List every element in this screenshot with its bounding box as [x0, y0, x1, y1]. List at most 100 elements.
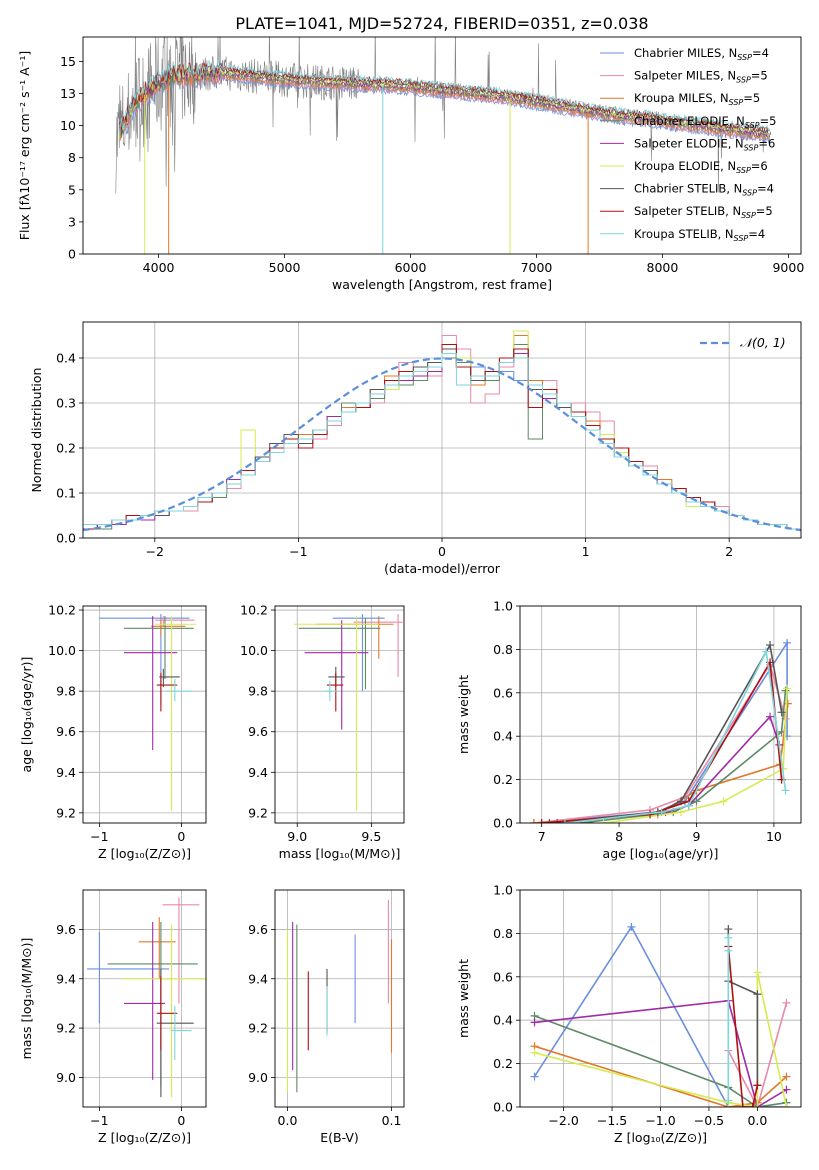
y-tick-label: 9.4: [56, 765, 76, 780]
x-axis-label: age [log₁₀(age/yr)]: [603, 846, 719, 861]
errorbar-point: [138, 917, 176, 979]
mass-weight-marker: [748, 1103, 757, 1107]
mass-weight-line: [549, 642, 783, 823]
y-tick-label: 0.1: [56, 486, 76, 501]
plot-area: [275, 606, 404, 823]
errorbar-point: [124, 616, 194, 680]
mass-weight-marker: [782, 1103, 791, 1107]
x-axis-label: Z [log₁₀(Z/Z⊙)]: [98, 1130, 191, 1145]
chart-age-vs-Z: −1 0 9.2 9.4 9.6 9.8 10.0 10.2 Z [log₁₀(Z/Z⊙)] ag…: [19, 603, 207, 861]
mass-weight-marker: [753, 968, 762, 977]
errorbar-point: [156, 672, 178, 712]
mass-weight-marker: [782, 1072, 791, 1081]
y-tick-label: 5: [68, 182, 76, 197]
mass-weight-marker: [783, 684, 792, 693]
y-tick-label: 0.2: [493, 772, 513, 787]
y-tick-label: 9.4: [248, 971, 268, 986]
y-tick-label: 0.0: [493, 816, 513, 831]
y-tick-label: 9.0: [248, 1070, 268, 1085]
legend-entry: Chabrier STELIB, NSSP=4: [634, 182, 774, 198]
y-tick-label: 0.3: [56, 396, 76, 411]
errorbar-point: [325, 681, 339, 702]
x-tick-label: −1.0: [645, 1113, 675, 1128]
x-axis-label: wavelength [Angstrom, rest frame]: [332, 277, 552, 292]
y-axis-label: mass [log₁₀(M/M⊙)]: [19, 938, 34, 1060]
axes-frame: 7 8 9 10 0.0 0.2 0.4 0.6 0.8 1.0: [493, 599, 802, 844]
plot-area: [275, 890, 404, 1107]
legend-entry: Kroupa MILES, NSSP=5: [634, 91, 760, 107]
mass-weight-marker: [724, 946, 733, 955]
x-tick-label: −2.0: [548, 1113, 578, 1128]
errorbar-point: [162, 897, 200, 1004]
axes-border: [519, 889, 802, 1108]
axes-frame: −1 0 9.2 9.4 9.6 9.8 10.0 10.2: [48, 603, 207, 844]
x-tick-label: 0: [177, 829, 185, 844]
y-axis-label: Flux [fλ10⁻¹⁷ erg cm⁻² s⁻¹ A⁻¹]: [17, 51, 32, 240]
legend-entry: Chabrier ELODIE, NSSP=5: [634, 114, 776, 130]
mass-weight-marker: [724, 925, 733, 934]
plot-area: [115, 37, 772, 254]
y-tick-label: 0.8: [493, 926, 513, 941]
y-tick-label: 3: [68, 214, 76, 229]
y-tick-label: 0.4: [493, 729, 513, 744]
axes-border: [82, 36, 802, 255]
legend-entry: Salpeter ELODIE, NSSP=6: [634, 136, 775, 152]
errorbar-point: [159, 668, 180, 688]
x-tick-label: 9.0: [287, 829, 307, 844]
mass-weight-line: [533, 640, 788, 823]
mass-weight-marker: [738, 1103, 747, 1107]
errorbar-point: [87, 931, 170, 1024]
y-tick-label: 9.4: [56, 971, 76, 986]
x-tick-label: 9.5: [361, 829, 381, 844]
x-axis-label: Z [log₁₀(Z/Z⊙)]: [614, 1130, 707, 1145]
mass-weight-marker: [560, 819, 569, 823]
mass-weight-line: [534, 999, 787, 1107]
y-tick-label: 9.2: [56, 1021, 76, 1036]
errorbar-point: [124, 616, 178, 750]
x-axis-label: (data-model)/error: [384, 561, 501, 576]
y-tick-label: 0.0: [56, 531, 76, 546]
y-tick-label: 15: [60, 54, 76, 69]
x-tick-label: −0.5: [694, 1113, 724, 1128]
mass-weight-line: [727, 1002, 788, 1107]
x-axis-label: mass [log₁₀(M/M⊙)]: [279, 846, 401, 861]
axes-border: [519, 605, 802, 824]
mass-weight-marker: [777, 708, 786, 717]
legend-entry: Salpeter MILES, NSSP=5: [634, 69, 768, 85]
mass-weight-marker: [724, 933, 733, 942]
mass-weight-marker: [599, 819, 608, 823]
axes-frame: 4000 5000 6000 7000 8000 9000 0 3 5 8 10 13 15: [60, 36, 804, 275]
mass-weight-marker: [782, 998, 791, 1007]
x-tick-label: 9: [693, 829, 701, 844]
y-tick-label: 9.2: [56, 805, 76, 820]
normal-reference-curve: [83, 357, 801, 532]
errorbar-point: [156, 976, 178, 1051]
chart-mass-vs-EBV: 0.0 0.1 9.0 9.2 9.4 9.6 E(B-V): [248, 889, 405, 1145]
y-tick-label: 9.8: [248, 684, 268, 699]
x-tick-label: −1: [289, 544, 307, 559]
plot-area: [83, 606, 206, 823]
errorbar-point: [304, 620, 369, 730]
mass-weight-marker: [657, 808, 666, 817]
y-tick-label: 0.6: [493, 685, 513, 700]
spectrum-model-line: [119, 70, 770, 141]
x-tick-label: 1: [582, 544, 590, 559]
plot-area: [520, 890, 801, 1107]
mass-weight-marker: [537, 819, 546, 823]
y-tick-label: 10.2: [240, 603, 268, 618]
y-tick-label: 9.0: [56, 1070, 76, 1085]
mass-weight-marker: [781, 686, 790, 695]
x-tick-label: 6000: [395, 260, 427, 275]
mass-weight-marker: [781, 786, 790, 795]
legend-entry: Kroupa ELODIE, NSSP=6: [634, 159, 768, 175]
chart-mass-weight-vs-Z: −2.0 −1.5 −1.0 −0.5 0.0 0.0 0.2 0.4 0.6 0.8 1.0 Z […: [456, 883, 802, 1145]
mass-weight-marker: [684, 801, 693, 810]
x-tick-label: 8: [615, 829, 623, 844]
y-tick-label: 0.8: [493, 642, 513, 657]
x-tick-label: 9000: [772, 260, 804, 275]
y-tick-label: 0.0: [493, 1100, 513, 1115]
chart-mass-vs-Z: −1 0 9.0 9.2 9.4 9.6 Z [log₁₀(Z/Z⊙)] mass [log₁…: [19, 889, 207, 1145]
mass-weight-marker: [762, 647, 771, 656]
chart-spectrum: 4000 5000 6000 7000 8000 9000 0 3 5 8 10 13 15 wavele…: [17, 36, 804, 292]
axes-frame: −2 −1 0 1 2 0.0 0.1 0.2 0.3 0.4: [56, 321, 802, 559]
